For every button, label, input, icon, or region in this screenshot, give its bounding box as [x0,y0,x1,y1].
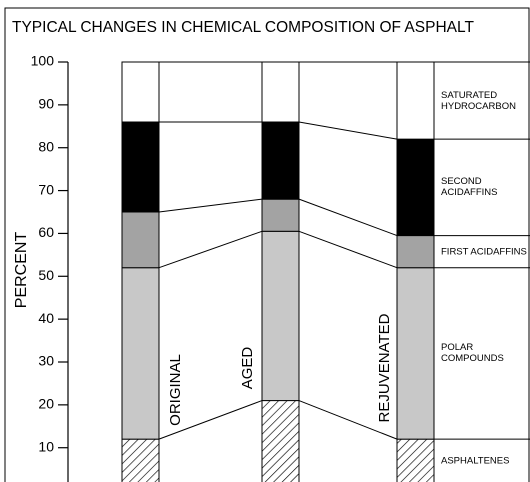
legend-label: SATURATED HYDROCARBON [441,89,516,112]
y-tick-label: 90 [38,96,54,112]
bar-segment [396,438,435,482]
category-label: ORIGINAL [167,354,184,426]
bar-segment [121,438,160,482]
category-label: REJUVENATED [376,313,393,422]
category-label: AGED [239,347,256,390]
connector [158,198,263,213]
connector [158,400,263,440]
y-tick-label: 10 [38,438,54,454]
bar-segment [261,230,300,402]
connector [298,230,398,269]
y-tick-label: 100 [31,53,55,69]
y-tick-label: 40 [38,310,54,326]
bar-segment [396,267,435,440]
connector [298,121,398,140]
legend-label: POLAR COMPOUNDS [441,342,504,365]
chart-title: TYPICAL CHANGES IN CHEMICAL COMPOSITION … [12,19,474,36]
bar-segment [121,211,160,269]
bar-segment [121,61,160,123]
bar-segment [121,121,160,213]
y-axis-label: PERCENT [13,232,30,309]
y-tick-label: 50 [38,267,54,283]
bar-segment [396,138,435,237]
bar-segment [396,235,435,269]
y-tick-label: 20 [38,396,54,412]
bar-segment [261,198,300,232]
plot-area [121,61,435,482]
y-tick-label: 30 [38,353,54,369]
frame [4,7,530,482]
bar-segment [261,121,300,200]
y-tick-label: 70 [38,181,54,197]
connector [158,230,263,269]
y-tick-label: 60 [38,224,54,240]
legend-label: ASPHALTENES [441,455,510,467]
bar-segment [121,267,160,440]
bar-segment [261,61,300,123]
connector [298,400,398,440]
legend-label: FIRST ACIDAFFINS [441,246,527,258]
bar-segment [261,400,300,482]
bar-segment [396,61,435,140]
y-tick-label: 80 [38,138,54,154]
connector [298,198,398,237]
legend-label: SECOND ACIDAFFINS [441,176,498,199]
